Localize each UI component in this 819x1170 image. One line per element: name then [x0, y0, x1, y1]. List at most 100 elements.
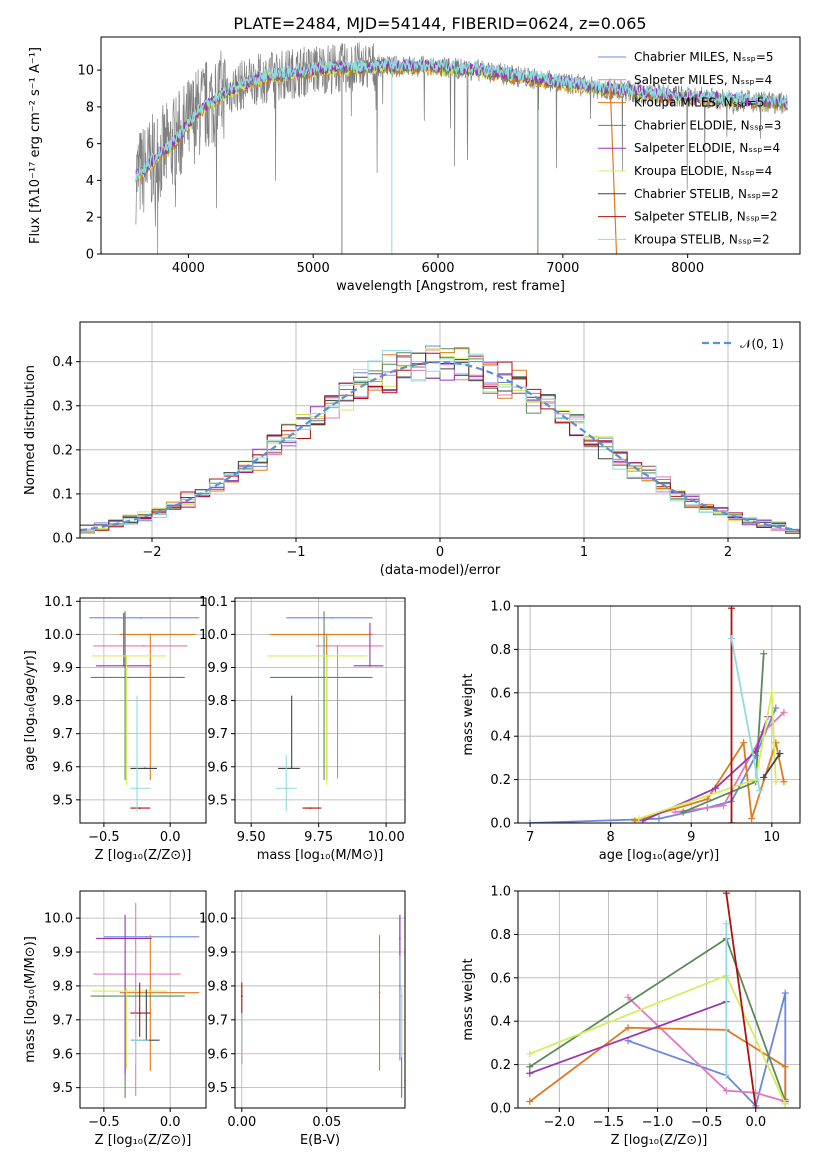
mass-age-ytick-label: 9.5 [207, 793, 228, 808]
z-mass-xlabel: Z [log₁₀(Z/Z⊙)] [95, 1133, 192, 1148]
legend-entry-salpeter_stelib: Salpeter STELIB, Nₛₛₚ=2 [634, 210, 778, 224]
z-weight-xtick-label: −1.0 [642, 1115, 674, 1130]
residuals-frame [79, 321, 801, 539]
age-weight-marker-chabrier_miles-5 [772, 704, 780, 712]
residuals-xtick-label: 0 [436, 545, 444, 560]
ebv-mass-frame [234, 890, 406, 1109]
ebv-mass-ytick-label: 9.9 [207, 946, 228, 961]
age-weight-ytick-label: 1.0 [490, 600, 511, 615]
mass-age-point-3 [323, 676, 325, 679]
mass-age-xlabel: mass [log₁₀(M/M⊙)] [257, 848, 384, 863]
ebv-mass-xtick-label: 0.00 [227, 1115, 256, 1130]
age-weight-marker-kroupa_stelib-1 [756, 786, 764, 794]
spectrum-ytick-label: 10 [77, 64, 94, 79]
age-weight-ylabel: mass weight [461, 673, 476, 755]
spectrum-axes: 4000 5000 6000 7000 8000 0 2 4 6 8 10 wavelength [A… [28, 47, 704, 294]
z-age-xtick-label: −0.5 [88, 830, 120, 845]
z-weight-marker-salpeter_elodie-0 [526, 1069, 534, 1077]
z-weight-series-salpeter_stelib [725, 893, 757, 1108]
age-weight-series-kroupa_elodie [638, 692, 777, 820]
legend-entry-salpeter_elodie: Salpeter ELODIE, Nₛₛₚ=4 [634, 141, 780, 155]
residuals-xtick-label: −1 [286, 545, 305, 560]
age-weight-marker-salpeter_stelib-0 [728, 819, 736, 823]
age-weight-series-chabrier_stelib [762, 753, 781, 778]
age-weight-xtick-label: 7 [526, 830, 534, 845]
age-weight-marker-kroupa_elodie-2 [768, 689, 776, 697]
residuals-axes: −2 −1 0 1 2 0.0 0.1 0.2 0.3 0.4 (data-model)/error… [23, 322, 800, 578]
age-weight-marker-salpeter_miles-0 [671, 808, 679, 816]
z-age-point-7 [138, 807, 141, 810]
z-weight-marker-kroupa_miles-0 [526, 1097, 534, 1105]
residuals-xtick-label: −2 [142, 545, 161, 560]
spectrum-title: PLATE=2484, MJD=54144, FIBERID=0624, z=0… [233, 14, 646, 33]
z-age-point-3 [124, 676, 126, 679]
age-weight-ytick-label: 0.2 [490, 773, 511, 788]
ebv-mass-point-2 [378, 991, 381, 994]
age-weight-marker-chabrier_elodie-0 [679, 808, 687, 816]
z-weight-xlabel: Z [log₁₀(Z/Z⊙)] [611, 1133, 708, 1148]
residuals-ytick-label: 0.4 [52, 355, 73, 370]
z-weight-marker-kroupa_elodie-2 [781, 1100, 789, 1108]
z-age-ytick-label: 10.0 [44, 628, 73, 643]
age-weight-marker-kroupa_miles-3 [748, 815, 756, 823]
residuals-xtick-label: 2 [724, 545, 732, 560]
ebv-mass-xlabel: E(B-V) [300, 1133, 340, 1148]
z-weight-marker-kroupa_stelib-1 [722, 1071, 730, 1079]
age-weight-marker-chabrier_stelib-0 [760, 773, 768, 781]
age-weight-marker-kroupa_miles-5 [780, 778, 788, 786]
age-weight-ytick-label: 0.8 [490, 643, 511, 658]
z-weight-marker-salpeter_stelib-0 [722, 891, 730, 897]
z-mass-point-0 [145, 935, 148, 938]
ebv-mass-point-3 [399, 985, 401, 987]
mass-age-ytick-label: 10.1 [199, 595, 228, 610]
z-mass-ytick-label: 9.7 [52, 1013, 73, 1028]
z-weight-xtick-label: 0.0 [745, 1115, 766, 1130]
mass-age-axes: 9.50 9.75 10.00 9.5 9.6 9.7 9.8 9.9 10.0 10.1 mass… [199, 595, 405, 863]
z-mass-ytick-label: 9.9 [52, 946, 73, 961]
residuals-ytick-label: 0.0 [52, 532, 73, 547]
age-weight-xtick-label: 8 [607, 830, 615, 845]
z-mass-ylabel: mass [log₁₀(M/M⊙)] [23, 936, 38, 1063]
residuals-ylabel: Normed distribution [23, 365, 38, 495]
age-weight-ytick-label: 0.4 [490, 730, 511, 745]
residuals-ytick-label: 0.3 [52, 399, 73, 414]
mass-age-plot [267, 611, 384, 812]
z-age-ytick-label: 10.1 [44, 595, 73, 610]
spectrum-xtick-label: 7000 [546, 261, 579, 276]
age-weight-marker-kroupa_stelib-0 [728, 635, 736, 643]
age-weight-frame [517, 605, 801, 824]
mass-age-point-7 [309, 807, 312, 810]
age-weight-marker-salpeter_elodie-1 [711, 784, 719, 792]
ebv-mass-point-0 [240, 995, 243, 998]
mass-age-point-4 [369, 664, 371, 667]
residuals-ytick-label: 0.1 [52, 487, 73, 502]
z-age-point-0 [140, 616, 142, 619]
mass-age-point-1 [336, 645, 339, 647]
z-weight-marker-salpeter_miles-1 [722, 1087, 730, 1095]
ebv-mass-point-6 [400, 988, 403, 991]
mass-age-ytick-label: 10.0 [199, 628, 228, 643]
z-mass-frame [79, 890, 207, 1109]
z-weight-marker-salpeter_stelib-1 [752, 1104, 760, 1108]
age-weight-ytick-label: 0.6 [490, 686, 511, 701]
spectrum-xtick-label: 5000 [297, 261, 330, 276]
z-mass-xtick-label: 0.0 [160, 1115, 181, 1130]
age-weight-marker-kroupa_miles-0 [631, 817, 639, 823]
z-mass-xtick-label: −0.5 [88, 1115, 120, 1130]
age-weight-series-kroupa_miles [634, 739, 785, 822]
z-weight-xtick-label: −0.5 [691, 1115, 723, 1130]
z-mass-ytick-label: 9.8 [52, 979, 73, 994]
legend-entry-chabrier_stelib: Chabrier STELIB, Nₛₛₚ=2 [634, 187, 779, 201]
z-age-ytick-label: 9.8 [52, 694, 73, 709]
z-weight-ytick-label: 0.6 [490, 971, 511, 986]
ebv-mass-xtick-label: 0.05 [312, 1115, 341, 1130]
spectrum-ytick-label: 4 [86, 174, 94, 189]
gaussian-reference-curve [80, 360, 800, 532]
z-age-point-1 [142, 645, 145, 647]
mass-age-xtick-label: 10.00 [368, 830, 405, 845]
z-mass-axes: −0.5 0.0 9.5 9.6 9.7 9.8 9.9 10.0 Z [log₁₀(Z/Z⊙)… [23, 891, 206, 1148]
z-weight-ytick-label: 0.8 [490, 928, 511, 943]
z-weight-marker-chabrier_miles-3 [781, 989, 789, 997]
residuals-legend-entry: 𝒩(0, 1) [740, 337, 784, 351]
